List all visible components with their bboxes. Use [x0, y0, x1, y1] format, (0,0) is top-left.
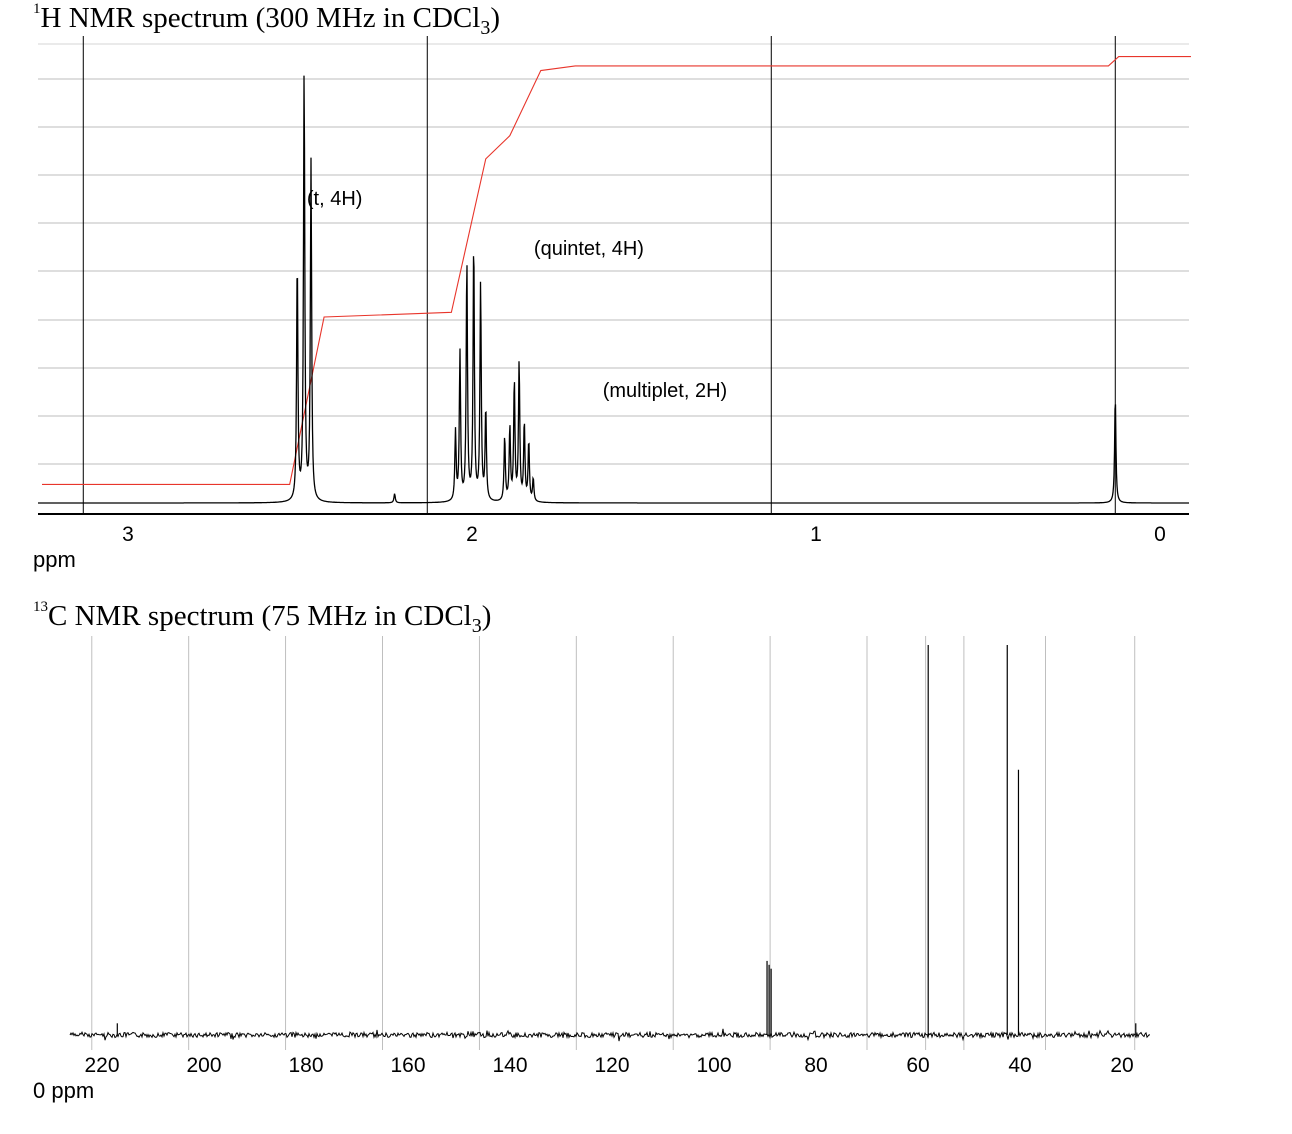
c-baseline-noise — [69, 1028, 1150, 1042]
h-annotation: (quintet, 4H) — [534, 238, 644, 260]
h-title-element: H — [40, 2, 62, 34]
c-tick-label: 180 — [288, 1054, 323, 1077]
c-tick-label: 100 — [696, 1054, 731, 1077]
c-tick-label: 60 — [906, 1054, 929, 1077]
c-tick-label: 220 — [84, 1054, 119, 1077]
h-annotation: (t, 4H) — [307, 188, 363, 210]
h-tick-label: 3 — [122, 523, 134, 546]
c-title-close: ) — [481, 600, 492, 632]
h-nmr-xlabel: ppm — [33, 547, 76, 572]
h-title-nucleus: 1 — [33, 1, 41, 17]
c-tick-label: 120 — [594, 1054, 629, 1077]
c-tick-label: 160 — [390, 1054, 425, 1077]
c-tick-label: 80 — [804, 1054, 827, 1077]
h-annotation: (multiplet, 2H) — [603, 380, 727, 402]
h-title-sub: 3 — [480, 16, 491, 39]
h-nmr-title: 1H NMR spectrum (300 MHz in CDCl3) — [33, 1, 500, 39]
h-tick-label: 0 — [1154, 523, 1166, 546]
c-nmr-xlabel: 0 ppm — [33, 1078, 95, 1103]
h-title-text: NMR spectrum (300 MHz in CDCl — [68, 2, 481, 34]
c-title-nucleus: 13 — [33, 599, 48, 615]
c-tick-label: 140 — [492, 1054, 527, 1077]
c-tick-label: 40 — [1008, 1054, 1031, 1077]
c-title-sub: 3 — [471, 614, 482, 637]
h-tick-label: 2 — [466, 523, 478, 546]
c-nmr-title: 13C NMR spectrum (75 MHz in CDCl3) — [33, 599, 492, 637]
h-spectrum-curve — [38, 75, 1189, 504]
h-nmr-chart: 3 2 1 0 (t, 4H) (quintet, 4H) (multiplet, 2H) — [38, 36, 1191, 546]
c-title-text: C NMR spectrum (75 MHz in CDCl — [48, 600, 472, 632]
h-title-close: ) — [490, 2, 500, 34]
c-tick-label: 200 — [186, 1054, 221, 1077]
h-tick-label: 1 — [810, 523, 822, 546]
c-tick-label: 20 — [1110, 1054, 1133, 1077]
